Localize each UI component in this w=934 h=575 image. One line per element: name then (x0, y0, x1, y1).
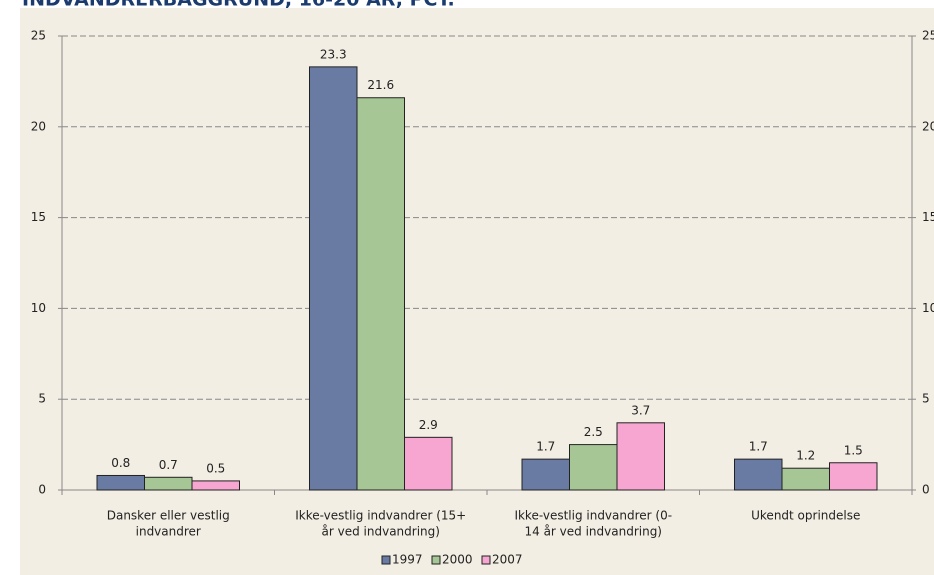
bar (734, 458, 783, 491)
x-tick-label: indvandrer (136, 525, 201, 539)
legend-label: 2007 (492, 553, 523, 567)
y2-tick-label: 20 (922, 119, 934, 133)
legend-swatch (431, 555, 441, 565)
y-tick-label: 0 (38, 483, 46, 497)
y-tick-label: 5 (38, 392, 46, 406)
value-label: 21.6 (367, 78, 394, 92)
value-label: 23.3 (320, 47, 347, 61)
chart-title: INDVANDRERBAGGRUND, 16-20 ÅR, PCT. (22, 0, 455, 11)
bar (404, 436, 453, 491)
bar (616, 422, 665, 491)
value-label: 3.7 (631, 403, 650, 417)
x-tick-label: Dansker eller vestlig (107, 509, 230, 523)
y2-tick-label: 15 (922, 210, 934, 224)
x-tick-label: år ved indvandring) (322, 525, 440, 539)
y2-tick-label: 0 (922, 483, 930, 497)
value-label: 0.5 (206, 461, 225, 475)
y-tick-label: 10 (31, 301, 46, 315)
x-tick-label: Ikke-vestlig indvandrer (15+ (295, 509, 466, 523)
y2-tick-label: 25 (922, 29, 934, 43)
value-label: 0.7 (159, 458, 178, 472)
legend-swatch (381, 555, 391, 565)
x-tick-label: 14 år ved indvandring) (524, 525, 662, 539)
value-label: 1.2 (796, 449, 815, 463)
y2-tick-label: 10 (922, 301, 934, 315)
bar (309, 66, 358, 491)
y2-tick-label: 5 (922, 392, 930, 406)
bar (521, 458, 570, 491)
value-label: 0.8 (111, 456, 130, 470)
value-label: 1.7 (749, 440, 768, 454)
legend-label: 2000 (442, 553, 473, 567)
bar (356, 97, 405, 491)
bar (96, 474, 145, 491)
bar (569, 444, 618, 491)
value-label: 1.5 (844, 443, 863, 457)
bar (144, 476, 193, 491)
y-tick-label: 15 (31, 210, 46, 224)
legend-swatch (481, 555, 491, 565)
bar (191, 480, 240, 491)
bar (829, 462, 878, 491)
bar (781, 467, 830, 491)
y-tick-label: 25 (31, 29, 46, 43)
value-label: 2.5 (584, 425, 603, 439)
value-label: 1.7 (536, 440, 555, 454)
legend-label: 1997 (392, 553, 423, 567)
x-tick-label: Ikke-vestlig indvandrer (0- (514, 509, 672, 523)
x-tick-label: Ukendt oprindelse (751, 509, 860, 523)
value-label: 2.9 (419, 418, 438, 432)
y-tick-label: 20 (31, 119, 46, 133)
